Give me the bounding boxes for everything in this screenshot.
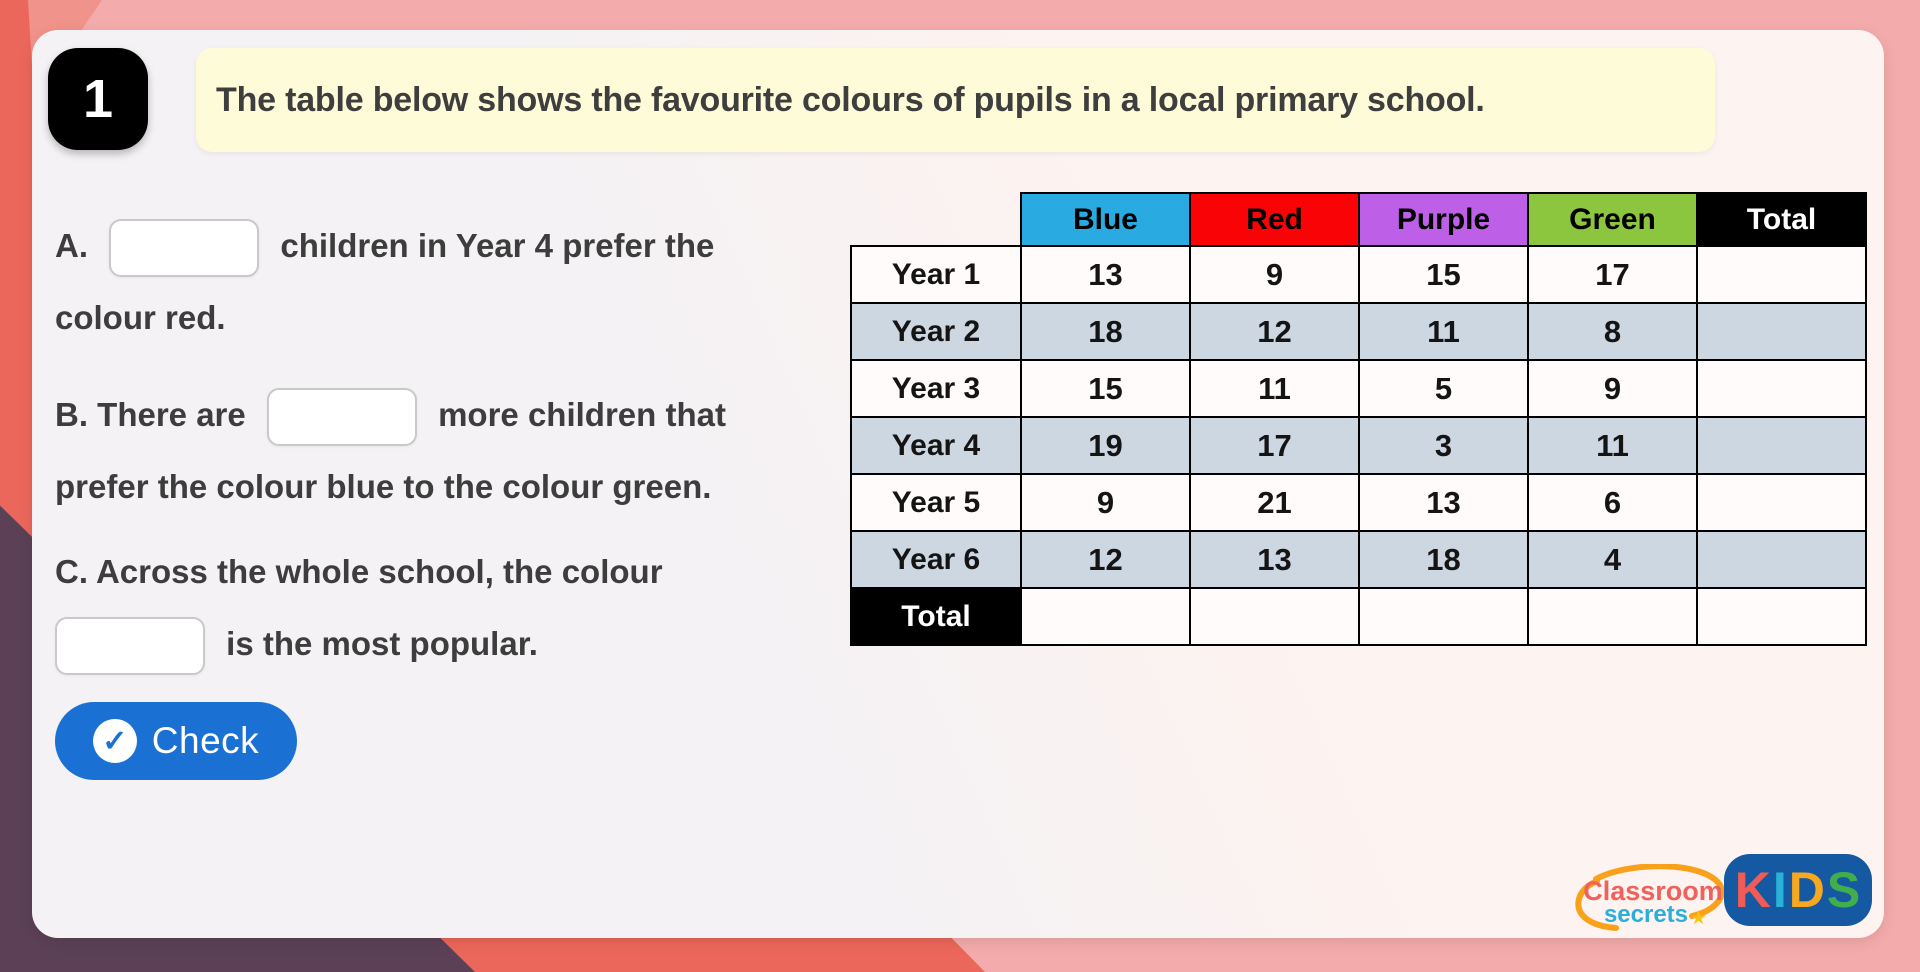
question-number-badge: 1 bbox=[48, 48, 148, 150]
table-cell: 4 bbox=[1527, 530, 1698, 589]
table-row-label: Total bbox=[850, 587, 1022, 646]
answer-c-input[interactable] bbox=[55, 617, 205, 676]
favourite-colours-table: Blue Red Purple Green Total Year 1 13 9 … bbox=[850, 192, 1867, 646]
table-cell bbox=[1696, 245, 1867, 304]
table-cell bbox=[1696, 473, 1867, 532]
table-cell bbox=[1527, 587, 1698, 646]
table-col-header-red: Red bbox=[1189, 192, 1360, 247]
table-cell: 9 bbox=[1527, 359, 1698, 418]
kids-letter-s: S bbox=[1826, 862, 1862, 918]
table-row-label: Year 5 bbox=[850, 473, 1022, 532]
logo-swoosh-bottom bbox=[1575, 878, 1619, 931]
table-row-label: Year 2 bbox=[850, 302, 1022, 361]
table-row: Year 6 12 13 18 4 bbox=[850, 530, 1867, 589]
question-a-suffix: children in Year 4 prefer the colour red… bbox=[55, 227, 715, 336]
question-c: C. Across the whole school, the colour i… bbox=[55, 536, 760, 680]
question-c-suffix: is the most popular. bbox=[226, 625, 538, 662]
kids-letter-d: D bbox=[1788, 862, 1826, 918]
table-corner-cell bbox=[851, 193, 1021, 246]
answer-a-input[interactable] bbox=[109, 219, 260, 278]
table-cell: 18 bbox=[1358, 530, 1529, 589]
classroom-wordmark: Classroom bbox=[1583, 876, 1723, 906]
table-row-label: Year 6 bbox=[850, 530, 1022, 589]
classroom-secrets-logo: Classroom secrets ★ bbox=[1575, 864, 1725, 931]
question-b-suffix: more children that prefer the colour blu… bbox=[55, 396, 726, 505]
table-cell: 3 bbox=[1358, 416, 1529, 475]
table-cell bbox=[1020, 587, 1191, 646]
table-cell: 15 bbox=[1358, 245, 1529, 304]
check-button-label: Check bbox=[151, 720, 260, 761]
kids-letter-k: K bbox=[1734, 862, 1772, 918]
table-row: Year 1 13 9 15 17 bbox=[850, 245, 1867, 304]
table-row: Year 3 15 11 5 9 bbox=[850, 359, 1867, 418]
table-cell: 8 bbox=[1527, 302, 1698, 361]
check-icon: ✓ bbox=[92, 719, 137, 763]
table-cell bbox=[1696, 359, 1867, 418]
table-cell: 9 bbox=[1189, 245, 1360, 304]
table-row-label: Year 1 bbox=[850, 245, 1022, 304]
table-cell: 19 bbox=[1020, 416, 1191, 475]
table-cell bbox=[1358, 587, 1529, 646]
table-cell: 11 bbox=[1527, 416, 1698, 475]
table-col-header-purple: Purple bbox=[1358, 192, 1529, 247]
table-cell bbox=[1696, 416, 1867, 475]
table-cell: 6 bbox=[1527, 473, 1698, 532]
answer-b-input[interactable] bbox=[266, 388, 417, 447]
worksheet-panel: 1 The table below shows the favourite co… bbox=[32, 30, 1884, 938]
table-cell: 12 bbox=[1189, 302, 1360, 361]
question-b: B. There are more children that prefer t… bbox=[55, 379, 760, 523]
table-col-header-green: Green bbox=[1527, 192, 1698, 247]
table-cell bbox=[1189, 587, 1360, 646]
table-header-row: Blue Red Purple Green Total bbox=[851, 192, 1867, 247]
table-cell: 9 bbox=[1020, 473, 1191, 532]
table-cell: 13 bbox=[1020, 245, 1191, 304]
table-cell: 15 bbox=[1020, 359, 1191, 418]
table-cell: 11 bbox=[1189, 359, 1360, 418]
logo-swoosh-top bbox=[1593, 864, 1725, 919]
table-cell bbox=[1696, 302, 1867, 361]
table-row-label: Year 3 bbox=[850, 359, 1022, 418]
table-cell: 11 bbox=[1358, 302, 1529, 361]
table-col-header-blue: Blue bbox=[1020, 192, 1191, 247]
table-cell: 12 bbox=[1020, 530, 1191, 589]
kids-letter-i: I bbox=[1772, 862, 1788, 918]
question-prompt: The table below shows the favourite colo… bbox=[196, 48, 1715, 152]
table-cell: 13 bbox=[1189, 530, 1360, 589]
kids-logo: K I D S bbox=[1724, 854, 1872, 926]
question-a-prefix: A. bbox=[55, 227, 88, 264]
question-prompt-text: The table below shows the favourite colo… bbox=[216, 81, 1485, 119]
star-icon: ★ bbox=[1690, 908, 1707, 929]
secrets-wordmark: secrets bbox=[1604, 901, 1688, 928]
table-row-label: Year 4 bbox=[850, 416, 1022, 475]
table-cell: 18 bbox=[1020, 302, 1191, 361]
table-row: Year 2 18 12 11 8 bbox=[850, 302, 1867, 361]
question-b-prefix: B. There are bbox=[55, 396, 246, 433]
question-a: A. children in Year 4 prefer the colour … bbox=[55, 210, 760, 354]
table-cell: 21 bbox=[1189, 473, 1360, 532]
table-cell: 5 bbox=[1358, 359, 1529, 418]
table-cell: 17 bbox=[1527, 245, 1698, 304]
question-c-prefix: C. Across the whole school, the colour bbox=[55, 553, 663, 590]
table-row: Year 5 9 21 13 6 bbox=[850, 473, 1867, 532]
table-total-row: Total bbox=[850, 587, 1867, 646]
table-row: Year 4 19 17 3 11 bbox=[850, 416, 1867, 475]
table-col-header-total: Total bbox=[1696, 192, 1867, 247]
table-cell bbox=[1696, 587, 1867, 646]
table-cell bbox=[1696, 530, 1867, 589]
table-cell: 13 bbox=[1358, 473, 1529, 532]
table-cell: 17 bbox=[1189, 416, 1360, 475]
check-button[interactable]: ✓ Check bbox=[55, 702, 297, 780]
